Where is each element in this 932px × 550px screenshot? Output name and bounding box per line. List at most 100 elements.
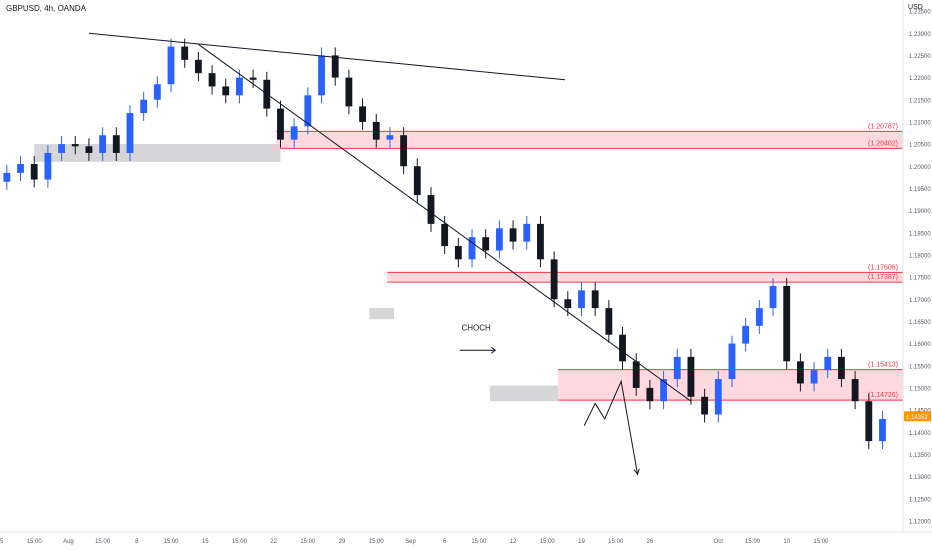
price-tick-label: 1.23500 xyxy=(909,10,931,16)
price-tick-label: 1.12500 xyxy=(909,497,931,503)
time-tick-label: 15:00 xyxy=(300,539,316,545)
candle-body xyxy=(769,285,777,309)
candle-body xyxy=(755,308,763,326)
candle-body xyxy=(318,55,325,96)
supply-zone-top-label: (1.15413) xyxy=(868,362,898,369)
candle-body xyxy=(345,77,353,107)
price-tick-label: 1.19500 xyxy=(909,187,931,193)
choch-arrowhead xyxy=(490,346,497,354)
candle-body xyxy=(728,343,736,380)
candle-body xyxy=(58,144,65,153)
candle-body xyxy=(427,195,435,224)
consolidation-zone xyxy=(34,144,281,162)
candle-body xyxy=(17,164,24,173)
time-tick-label: 15:00 xyxy=(27,539,43,545)
price-tick-label: 1.21500 xyxy=(909,98,931,104)
candle-body xyxy=(838,356,845,380)
price-tick-label: 1.23000 xyxy=(909,32,931,38)
candle-body xyxy=(372,121,380,140)
candle-body xyxy=(290,126,298,140)
candle-body xyxy=(468,237,476,260)
time-tick-label: 15:00 xyxy=(608,539,624,545)
candle-body xyxy=(99,135,107,153)
candle-body xyxy=(71,144,79,147)
supply-zone-bottom-label: (1.14726) xyxy=(868,392,898,399)
supply-zone-top-label: (1.20787) xyxy=(868,123,898,130)
candle-body xyxy=(537,223,544,260)
time-tick-label: 15:00 xyxy=(369,539,385,545)
price-tick-label: 1.12000 xyxy=(909,519,931,525)
candle-body xyxy=(564,299,572,309)
candle-body xyxy=(400,135,408,167)
price-tick-label: 1.15000 xyxy=(909,386,931,392)
candle-body xyxy=(222,86,230,96)
candle-body xyxy=(701,396,709,415)
current-price-badge xyxy=(904,411,931,422)
time-tick-label: 26 xyxy=(647,539,654,545)
time-tick-label: 19 xyxy=(578,539,585,545)
time-tick-label: 22 xyxy=(270,539,277,545)
candle-body xyxy=(591,290,599,309)
candle-body xyxy=(359,106,366,122)
candle-body xyxy=(236,77,243,96)
time-tick-label: 10 xyxy=(783,539,790,545)
current-price-label: 1.14352 xyxy=(906,415,928,421)
candle-body xyxy=(824,356,832,371)
price-tick-label: 1.21000 xyxy=(909,120,931,126)
time-tick-label: 12 xyxy=(510,539,517,545)
projection-arrowhead xyxy=(633,468,640,476)
price-tick-label: 1.18000 xyxy=(909,253,931,259)
candle-body xyxy=(153,84,161,100)
candle-body xyxy=(30,164,38,180)
trendline xyxy=(88,32,566,81)
candle-body xyxy=(550,259,558,300)
price-tick-label: 1.20000 xyxy=(909,165,931,171)
time-tick-label: 6 xyxy=(443,539,447,545)
consolidation-zone xyxy=(489,385,559,402)
time-tick-label: 25 xyxy=(0,539,4,545)
time-tick-label: 15:00 xyxy=(95,539,111,545)
price-tick-label: 1.16500 xyxy=(909,320,931,326)
price-tick-label: 1.16000 xyxy=(909,342,931,348)
candle-body xyxy=(126,113,134,153)
choch-label: CHOCH xyxy=(461,323,491,332)
price-tick-label: 1.18500 xyxy=(909,231,931,237)
candle-body xyxy=(413,166,421,196)
time-tick-label: 29 xyxy=(339,539,346,545)
candle-body xyxy=(112,135,120,153)
trendline xyxy=(198,43,692,402)
price-tick-label: 1.22000 xyxy=(909,76,931,82)
candle-body xyxy=(605,308,613,335)
candle-body xyxy=(783,285,791,362)
candle-body xyxy=(3,172,11,182)
candle-body xyxy=(619,334,626,362)
time-tick-label: Oct xyxy=(714,539,724,545)
time-tick-label: 15 xyxy=(202,539,209,545)
candle-body xyxy=(495,228,503,251)
price-tick-label: 1.17500 xyxy=(909,276,931,282)
supply-zone xyxy=(387,272,904,283)
candle-body xyxy=(796,361,804,384)
candle-body xyxy=(523,223,531,242)
currency-label: USD xyxy=(908,4,923,11)
time-tick-label: 15:00 xyxy=(745,539,761,545)
candle-body xyxy=(277,108,284,140)
candle-body xyxy=(646,387,654,402)
candle-body xyxy=(851,379,859,402)
candle-body xyxy=(879,418,886,442)
candle-body xyxy=(673,356,681,380)
time-tick-label: 8 xyxy=(135,539,139,545)
consolidation-zone xyxy=(369,308,395,320)
time-tick-label: 15:00 xyxy=(164,539,180,545)
price-tick-label: 1.14000 xyxy=(909,431,931,437)
candle-body xyxy=(249,77,257,80)
price-tick-label: 1.13000 xyxy=(909,475,931,481)
candle-body xyxy=(140,99,148,114)
time-tick-label: Aug xyxy=(63,539,74,545)
time-tick-label: 15:00 xyxy=(540,539,556,545)
candle-body xyxy=(810,370,818,384)
candle-body xyxy=(167,46,175,85)
candle-body xyxy=(304,95,312,127)
